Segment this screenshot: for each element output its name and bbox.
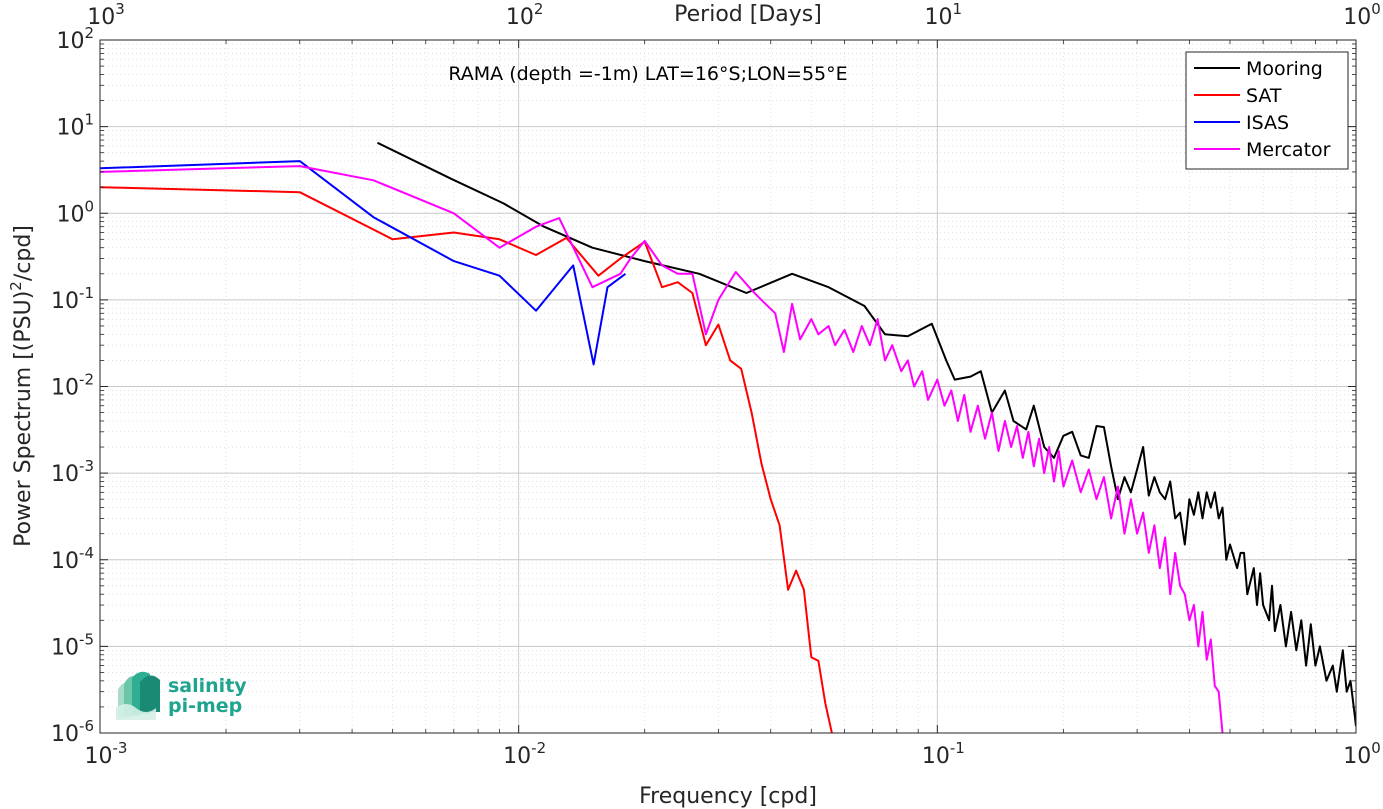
x-tick-label: 10-2: [503, 739, 546, 769]
x-tick-label: 10-1: [922, 739, 965, 769]
top-tick-label: 100: [1343, 0, 1381, 30]
series-line-mercator: [100, 165, 1224, 733]
series-line-isas: [100, 160, 627, 366]
x-tick-label: 10-3: [85, 739, 128, 769]
series-layer: [100, 141, 1356, 733]
top-tick-label: 103: [87, 0, 125, 30]
logo-waves-icon: [116, 671, 160, 720]
y-axis-label-main: Power Spectrum [(PSU): [11, 291, 36, 547]
y-axis-label-sup: 2: [7, 281, 25, 291]
y-tick-label: 10-6: [51, 717, 94, 747]
y-tick-label: 10-1: [51, 284, 94, 314]
major-grid: [100, 40, 1356, 733]
logo-line2: pi-mep: [168, 695, 242, 717]
series-line-mooring: [377, 141, 1356, 727]
y-tick-label: 10-2: [51, 371, 94, 401]
series-line-sat: [100, 186, 833, 733]
y-tick-label: 10-3: [51, 457, 94, 487]
legend-label-sat: SAT: [1246, 85, 1282, 107]
x-tick-label: 100: [1343, 739, 1381, 769]
y-axis-label: Power Spectrum [(PSU)2/cpd]: [7, 225, 36, 547]
logo-line1: salinity: [168, 675, 247, 697]
legend: Mooring SAT ISAS Mercator: [1185, 51, 1349, 170]
legend-label-mercator: Mercator: [1246, 139, 1331, 161]
y-tick-label: 102: [56, 24, 94, 54]
y-axis-label-tail: /cpd]: [11, 225, 36, 281]
top-axis-label: Period [Days]: [674, 2, 822, 27]
x-axis-label: Frequency [cpd]: [639, 784, 817, 809]
y-tick-label: 10-4: [51, 544, 94, 574]
y-tick-label: 10-5: [51, 630, 94, 660]
minor-grid: [100, 40, 1356, 733]
legend-label-isas: ISAS: [1246, 112, 1289, 134]
salinity-pimep-logo: salinity pi-mep: [116, 671, 247, 720]
top-tick-label: 102: [506, 0, 544, 30]
y-tick-label: 100: [56, 197, 94, 227]
y-tick-label: 101: [56, 111, 94, 141]
legend-label-mooring: Mooring: [1246, 58, 1323, 80]
top-tick-label: 101: [925, 0, 963, 30]
chart-title: RAMA (depth =-1m) LAT=16°S;LON=55°E: [448, 63, 847, 85]
